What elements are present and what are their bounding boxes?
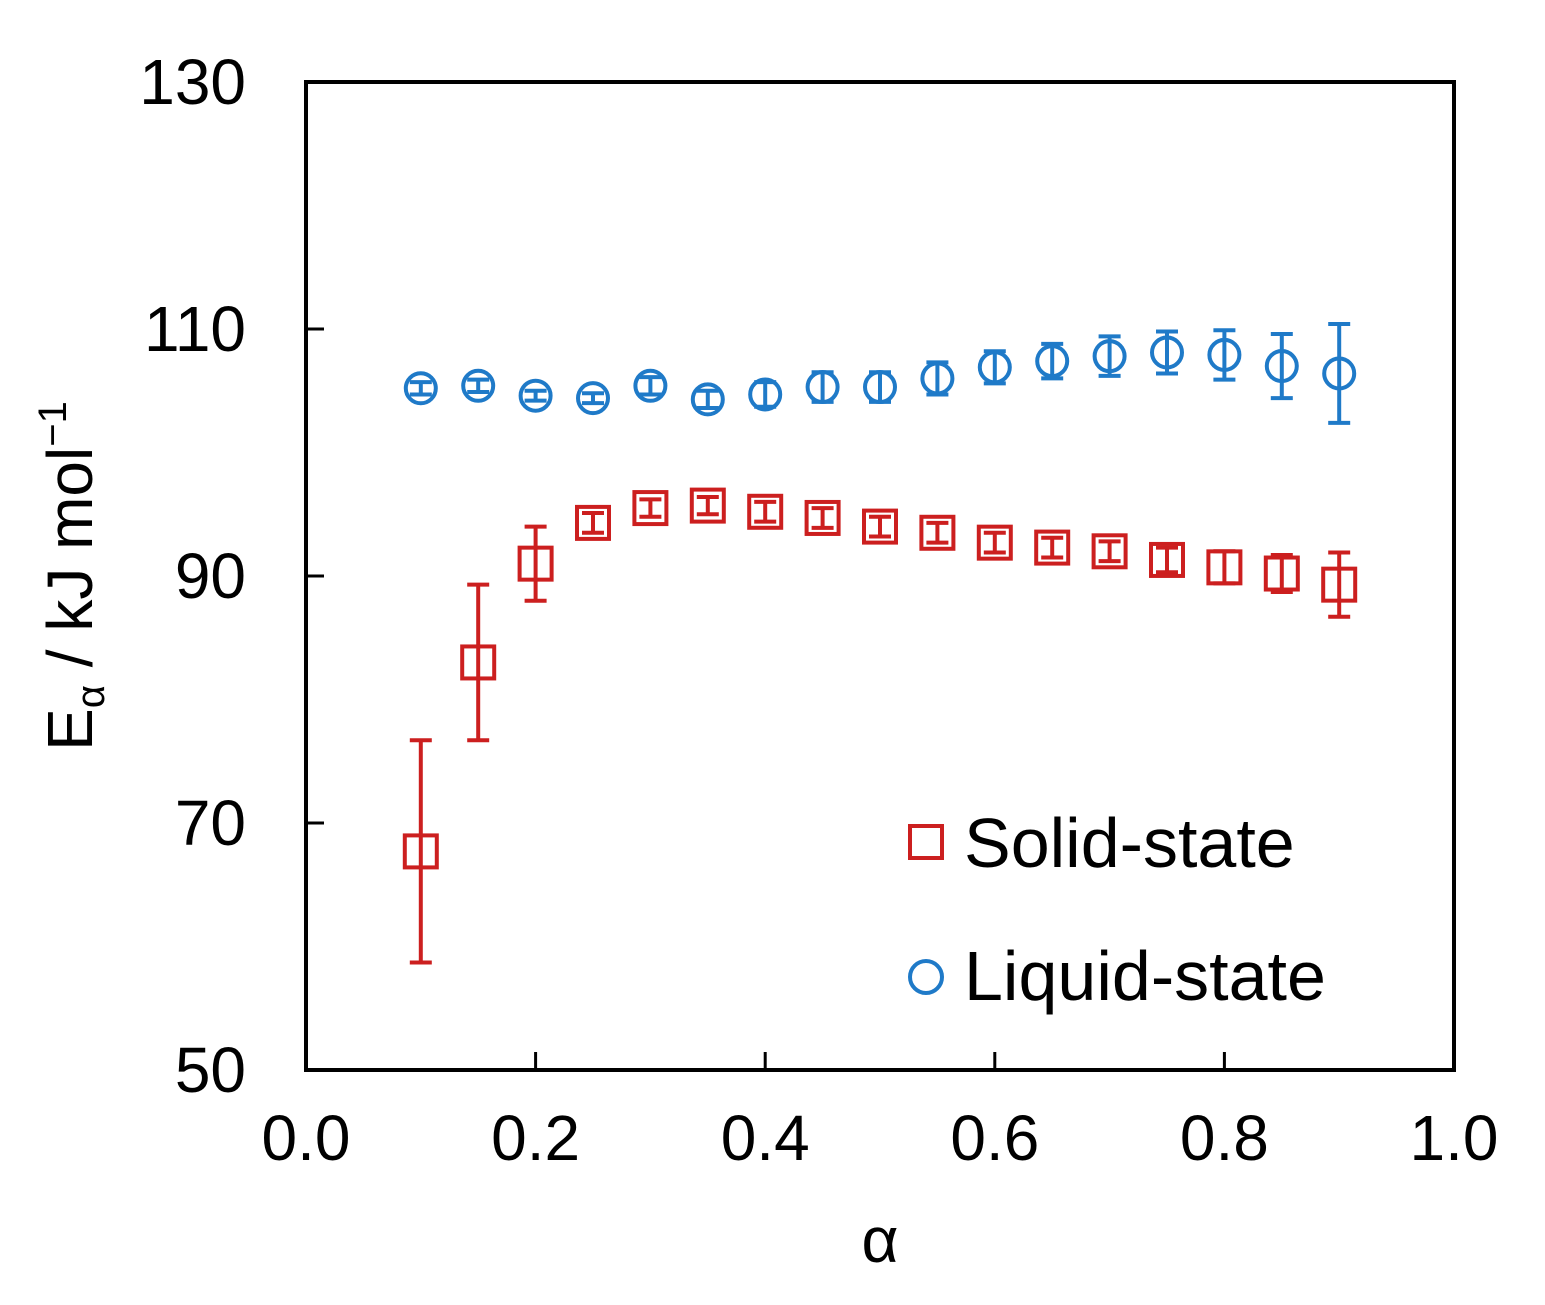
data-point-circle [1322,356,1357,391]
data-point-circle [576,381,610,416]
x-tick-label: 0.6 [950,1102,1039,1174]
data-point-square [575,504,611,541]
data-point-circle [690,382,725,417]
legend-label-solid-state: Solid-state [964,804,1295,882]
x-tick-label: 1.0 [1410,1102,1499,1174]
data-point-square [689,487,726,524]
data-point-square [632,490,669,527]
legend-marker-liquid-state [908,959,944,995]
data-point-circle [1207,337,1242,372]
data-point-square [517,545,554,582]
data-point-square [919,514,956,551]
legend-marker-solid-state [908,824,944,860]
y-tick-label: 70 [175,787,246,859]
y-tick-label: 130 [139,46,246,118]
data-point-circle [1092,339,1127,374]
y-tick-label: 50 [175,1034,246,1106]
data-point-circle [805,370,840,405]
data-point-circle [1150,335,1184,370]
x-axis-label: α [862,1204,899,1276]
data-point-circle [920,361,955,396]
y-tick-label: 90 [175,540,246,612]
y-axis-label-main: E [34,708,106,751]
data-point-circle [863,370,897,405]
data-point-square [747,493,784,530]
data-point-circle [1264,349,1299,384]
x-tick-label: 0.2 [491,1102,580,1174]
data-point-square [1263,555,1300,592]
x-tick-label: 0.8 [1180,1102,1269,1174]
data-series [402,322,1358,965]
legend: Solid-state Liquid-state [908,804,1326,1015]
data-point-square [804,499,841,536]
y-axis-label-superscript: −1 [31,401,75,447]
x-tick-label: 0.4 [721,1102,810,1174]
data-point-square [862,508,898,545]
data-point-circle [748,377,783,412]
data-point-square [1149,541,1185,578]
series-solid-state [402,487,1358,965]
legend-label-liquid-state: Liquid-state [964,937,1326,1015]
data-point-square [1091,533,1128,570]
data-point-circle [1035,344,1070,379]
data-point-square [976,524,1013,561]
data-point-circle [518,378,553,413]
data-point-square [402,833,439,870]
data-point-square [460,644,497,681]
y-axis-label: Eα / kJ mol−1 [31,401,113,751]
data-point-circle [461,368,496,403]
series-liquid-state [403,322,1357,425]
y-axis-label-subscript: α [69,685,113,708]
data-point-circle [403,371,438,406]
data-point-square [1206,549,1243,586]
y-axis-label-unit: / kJ mol [34,447,106,685]
y-tick-label: 110 [144,293,246,365]
data-point-square [1321,566,1358,603]
x-axis: 0.0 0.2 0.4 0.6 0.8 1.0 [262,1052,1499,1174]
data-point-circle [633,368,668,403]
data-point-square [1034,529,1071,566]
data-point-circle [977,350,1012,385]
x-tick-label: 0.0 [262,1102,351,1174]
y-axis: 50 70 90 110 130 [139,46,324,1106]
